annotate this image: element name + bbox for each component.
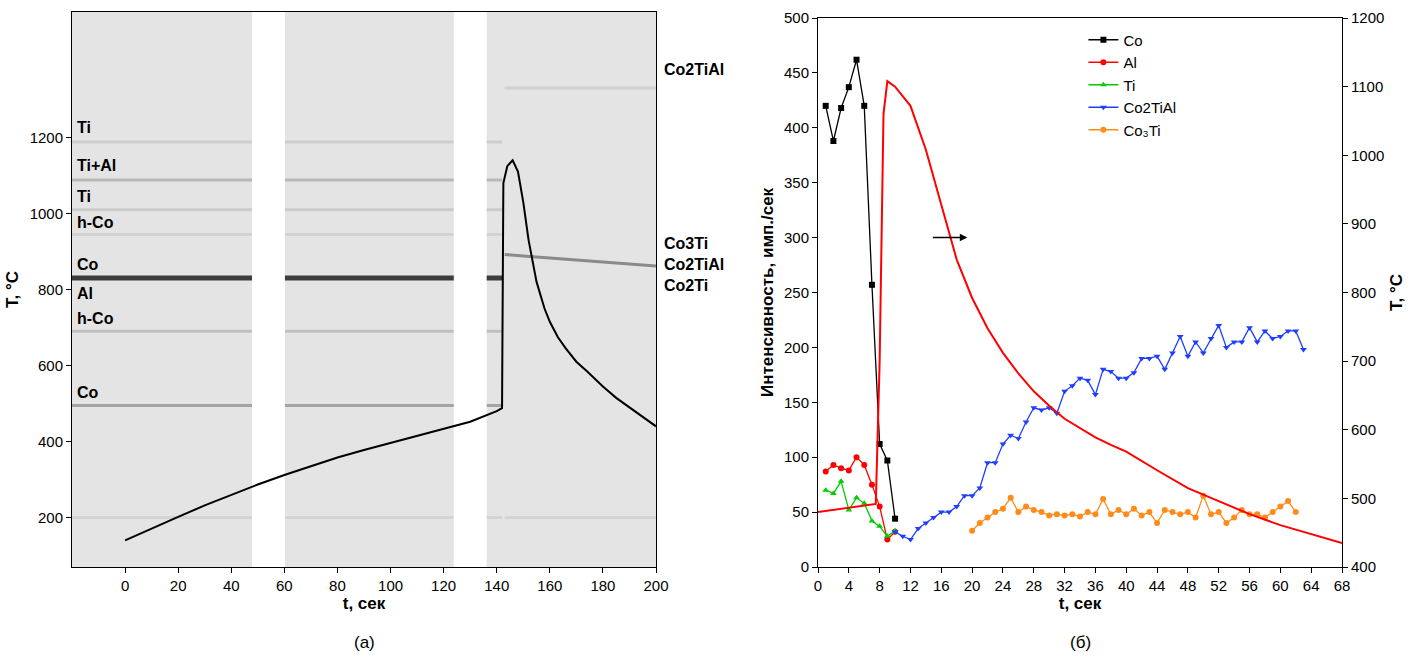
svg-text:100: 100 bbox=[378, 577, 403, 594]
svg-text:12: 12 bbox=[902, 577, 919, 594]
svg-text:800: 800 bbox=[38, 281, 63, 298]
svg-text:60: 60 bbox=[276, 577, 293, 594]
svg-text:Co: Co bbox=[77, 256, 99, 273]
svg-text:48: 48 bbox=[1180, 577, 1197, 594]
svg-text:Ti: Ti bbox=[1123, 77, 1135, 94]
svg-text:52: 52 bbox=[1210, 577, 1227, 594]
svg-text:80: 80 bbox=[329, 577, 346, 594]
svg-text:400: 400 bbox=[38, 433, 63, 450]
svg-text:150: 150 bbox=[784, 394, 809, 411]
svg-text:Co2TiAl: Co2TiAl bbox=[1123, 99, 1176, 116]
svg-text:0: 0 bbox=[814, 577, 822, 594]
svg-text:Al: Al bbox=[77, 285, 93, 302]
svg-text:Co: Co bbox=[77, 384, 99, 401]
svg-text:60: 60 bbox=[1272, 577, 1289, 594]
svg-text:Co2Ti: Co2Ti bbox=[664, 277, 708, 294]
svg-text:16: 16 bbox=[933, 577, 950, 594]
svg-text:40: 40 bbox=[223, 577, 240, 594]
svg-text:800: 800 bbox=[1351, 284, 1376, 301]
svg-text:44: 44 bbox=[1149, 577, 1166, 594]
svg-text:64: 64 bbox=[1303, 577, 1320, 594]
svg-text:(б): (б) bbox=[1070, 633, 1091, 652]
svg-text:Co3Ti: Co3Ti bbox=[664, 235, 708, 252]
svg-text:0: 0 bbox=[801, 558, 809, 575]
svg-text:32: 32 bbox=[1056, 577, 1073, 594]
svg-text:600: 600 bbox=[1351, 421, 1376, 438]
svg-text:500: 500 bbox=[784, 9, 809, 26]
svg-text:200: 200 bbox=[784, 339, 809, 356]
svg-text:t, сек: t, сек bbox=[343, 594, 386, 613]
svg-text:Co: Co bbox=[1123, 32, 1142, 49]
svg-text:Ti: Ti bbox=[77, 188, 91, 205]
svg-text:40: 40 bbox=[1118, 577, 1135, 594]
svg-text:20: 20 bbox=[170, 577, 187, 594]
svg-text:Ti+Al: Ti+Al bbox=[77, 157, 116, 174]
svg-text:68: 68 bbox=[1334, 577, 1351, 594]
svg-text:Co₃Ti: Co₃Ti bbox=[1123, 122, 1160, 139]
svg-text:250: 250 bbox=[784, 284, 809, 301]
svg-text:450: 450 bbox=[784, 64, 809, 81]
svg-text:Ti: Ti bbox=[77, 119, 91, 136]
svg-text:1100: 1100 bbox=[1351, 78, 1383, 95]
svg-text:350: 350 bbox=[784, 174, 809, 191]
svg-text:120: 120 bbox=[431, 577, 456, 594]
svg-text:50: 50 bbox=[792, 503, 809, 520]
svg-text:24: 24 bbox=[995, 577, 1012, 594]
svg-text:700: 700 bbox=[1351, 352, 1376, 369]
svg-text:200: 200 bbox=[643, 577, 668, 594]
svg-text:Al: Al bbox=[1123, 54, 1136, 71]
svg-text:56: 56 bbox=[1241, 577, 1258, 594]
svg-text:h-Co: h-Co bbox=[77, 214, 114, 231]
svg-text:300: 300 bbox=[784, 229, 809, 246]
svg-text:(a): (a) bbox=[354, 633, 375, 652]
svg-text:t, сек: t, сек bbox=[1059, 594, 1102, 613]
svg-text:1000: 1000 bbox=[30, 205, 63, 222]
svg-text:1200: 1200 bbox=[30, 129, 63, 146]
svg-text:600: 600 bbox=[38, 357, 63, 374]
svg-text:400: 400 bbox=[784, 119, 809, 136]
svg-text:140: 140 bbox=[484, 577, 509, 594]
svg-text:Co2TiAl: Co2TiAl bbox=[664, 256, 724, 273]
svg-text:900: 900 bbox=[1351, 215, 1376, 232]
svg-text:500: 500 bbox=[1351, 490, 1376, 507]
svg-text:4: 4 bbox=[845, 577, 853, 594]
svg-text:T, °C: T, °C bbox=[3, 271, 22, 308]
svg-text:20: 20 bbox=[964, 577, 981, 594]
svg-text:0: 0 bbox=[121, 577, 129, 594]
svg-text:100: 100 bbox=[784, 448, 809, 465]
svg-text:28: 28 bbox=[1025, 577, 1042, 594]
svg-text:1200: 1200 bbox=[1351, 9, 1384, 26]
svg-text:36: 36 bbox=[1087, 577, 1104, 594]
svg-text:180: 180 bbox=[590, 577, 615, 594]
svg-text:160: 160 bbox=[537, 577, 562, 594]
svg-text:h-Co: h-Co bbox=[77, 310, 114, 327]
svg-text:8: 8 bbox=[875, 577, 883, 594]
svg-text:400: 400 bbox=[1351, 558, 1376, 575]
svg-text:Интенсивность, имп./сек: Интенсивность, имп./сек bbox=[758, 187, 777, 397]
svg-text:1000: 1000 bbox=[1351, 147, 1384, 164]
svg-text:T, °C: T, °C bbox=[1387, 274, 1406, 311]
svg-text:200: 200 bbox=[38, 509, 63, 526]
svg-text:Co2TiAl: Co2TiAl bbox=[664, 61, 724, 78]
